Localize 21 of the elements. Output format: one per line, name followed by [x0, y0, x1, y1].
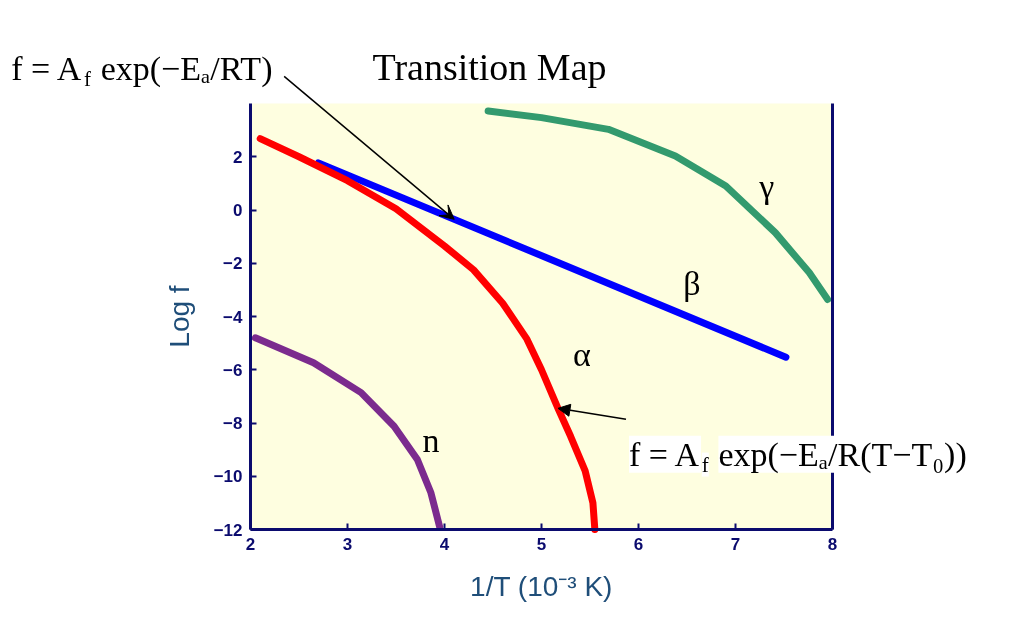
- y-tick-label: −6: [223, 360, 243, 380]
- x-tick-label: 8: [827, 534, 838, 554]
- series-label: α: [573, 335, 592, 373]
- chart-title: Transition Map: [372, 45, 607, 88]
- y-axis-title: Log f: [163, 285, 195, 348]
- series-label: γ: [758, 167, 775, 205]
- y-tick-label: −10: [213, 467, 243, 487]
- y-tick-label: −8: [223, 414, 243, 433]
- x-tick-label: 6: [633, 534, 644, 554]
- series-label: β: [683, 264, 701, 302]
- y-tick-label: −2: [223, 254, 243, 274]
- y-tick-label: −12: [213, 520, 243, 540]
- y-tick-label: 0: [233, 201, 243, 220]
- x-tick-label: 5: [536, 534, 547, 554]
- y-tick-label: 2: [233, 147, 243, 167]
- y-tick-label: −4: [223, 307, 244, 327]
- x-tick-label: 4: [439, 534, 450, 554]
- x-tick-label: 3: [342, 534, 353, 554]
- x-axis-title: 1/T (10⁻³ K): [470, 570, 613, 602]
- series-label: n: [422, 421, 440, 459]
- x-tick-label: 7: [730, 534, 741, 554]
